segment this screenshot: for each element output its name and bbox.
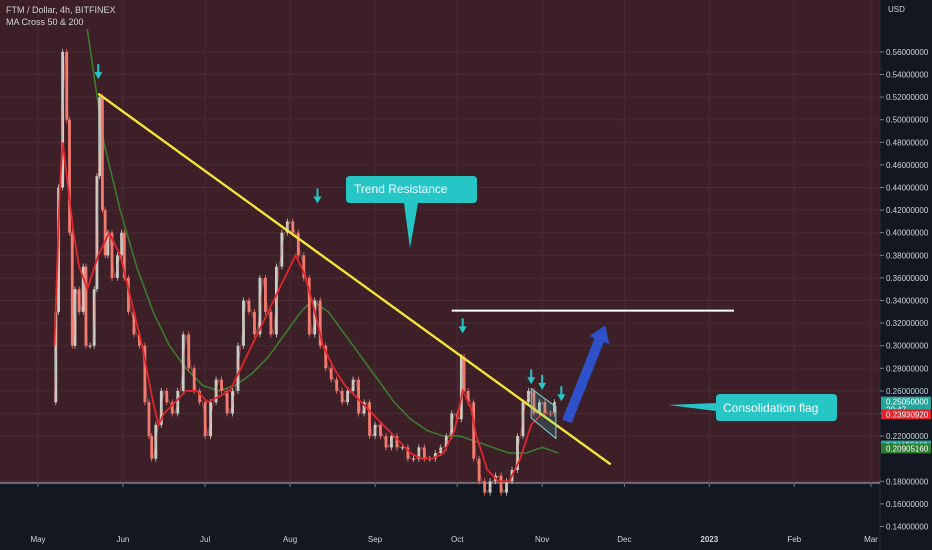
down-marker-head <box>458 326 467 334</box>
price-scale[interactable]: 0.56000000 0.54000000 0.52000000 0.50000000… <box>880 48 931 532</box>
x-tick-label: Nov <box>535 535 549 544</box>
callout-trend-resistance-label: Trend Resistance <box>354 182 448 196</box>
y-tick-label: 0.44000000 <box>886 184 929 193</box>
chart-legend[interactable]: FTM / Dollar, 4h, BITFINEX MA Cross 50 &… <box>6 4 116 28</box>
y-tick-label: 0.22000000 <box>886 432 929 441</box>
y-tick-label: 0.52000000 <box>886 93 929 102</box>
y-tick-label: 0.26000000 <box>886 387 929 396</box>
y-tick-label: 0.42000000 <box>886 206 929 215</box>
callout-trend-resistance <box>346 176 477 248</box>
price-scale-unit: USD <box>888 5 905 14</box>
candle-body <box>88 345 92 347</box>
price-series-layer <box>54 48 557 496</box>
down-marker-head <box>538 382 547 390</box>
x-tick-label: May <box>30 535 45 544</box>
trendline <box>97 92 612 466</box>
time-scale[interactable]: May Jun Jul Aug Sep Oct Nov Dec 2023 Feb Mar <box>30 483 878 544</box>
down-marker-head <box>527 377 536 385</box>
consolidation-channel <box>530 387 557 440</box>
time-scale-background <box>0 483 880 550</box>
down-marker-head <box>94 72 103 80</box>
callout-consolidation-flag <box>668 394 837 421</box>
y-tick-label: 0.34000000 <box>886 297 929 306</box>
x-tick-label: Jul <box>200 535 210 544</box>
callout-consolidation-flag-label: Consolidation flag <box>723 401 818 415</box>
x-tick-label: Aug <box>283 535 297 544</box>
symbol-title[interactable]: FTM / Dollar, 4h, BITFINEX <box>6 5 116 15</box>
x-tick-label: Jun <box>116 535 129 544</box>
y-tick-label: 0.16000000 <box>886 500 929 509</box>
grid <box>0 0 880 483</box>
y-tick-label: 0.48000000 <box>886 138 929 147</box>
price-scale-background <box>880 0 932 550</box>
annotation-layer: Trend Resistance Consolidation flag <box>94 64 837 466</box>
down-marker-head <box>313 196 322 204</box>
x-tick-label: 2023 <box>700 535 718 544</box>
price-label-badge <box>881 443 931 454</box>
indicator-title[interactable]: MA Cross 50 & 200 <box>6 17 84 27</box>
x-tick-label: Feb <box>787 535 801 544</box>
y-tick-label: 0.30000000 <box>886 342 929 351</box>
candle-body <box>401 447 404 449</box>
candle-body <box>411 458 415 460</box>
ma-fast-layer <box>53 142 556 483</box>
breakout-arrow <box>562 325 610 424</box>
y-tick-label: 0.40000000 <box>886 229 929 238</box>
y-tick-label: 0.36000000 <box>886 274 929 283</box>
y-tick-label: 0.32000000 <box>886 319 929 328</box>
y-tick-label: 0.18000000 <box>886 477 929 486</box>
ma-fast-line <box>53 142 556 483</box>
y-tick-label: 0.14000000 <box>886 523 929 532</box>
y-tick-label: 0.56000000 <box>886 48 929 57</box>
price-label: 0.25050000 <box>886 398 929 407</box>
x-tick-label: Oct <box>451 535 464 544</box>
y-tick-label: 0.50000000 <box>886 116 929 125</box>
price-label-badge <box>881 409 931 420</box>
y-tick-label: 0.38000000 <box>886 251 929 260</box>
x-tick-label: Mar <box>864 535 878 544</box>
down-marker-head <box>557 394 566 402</box>
price-label: 0.23930920 <box>886 410 929 419</box>
x-tick-label: Sep <box>368 535 383 544</box>
y-tick-label: 0.46000000 <box>886 161 929 170</box>
price-label: 0.20905160 <box>886 444 929 453</box>
y-tick-label: 0.28000000 <box>886 364 929 373</box>
y-tick-label: 0.54000000 <box>886 71 929 80</box>
x-tick-label: Dec <box>617 535 631 544</box>
